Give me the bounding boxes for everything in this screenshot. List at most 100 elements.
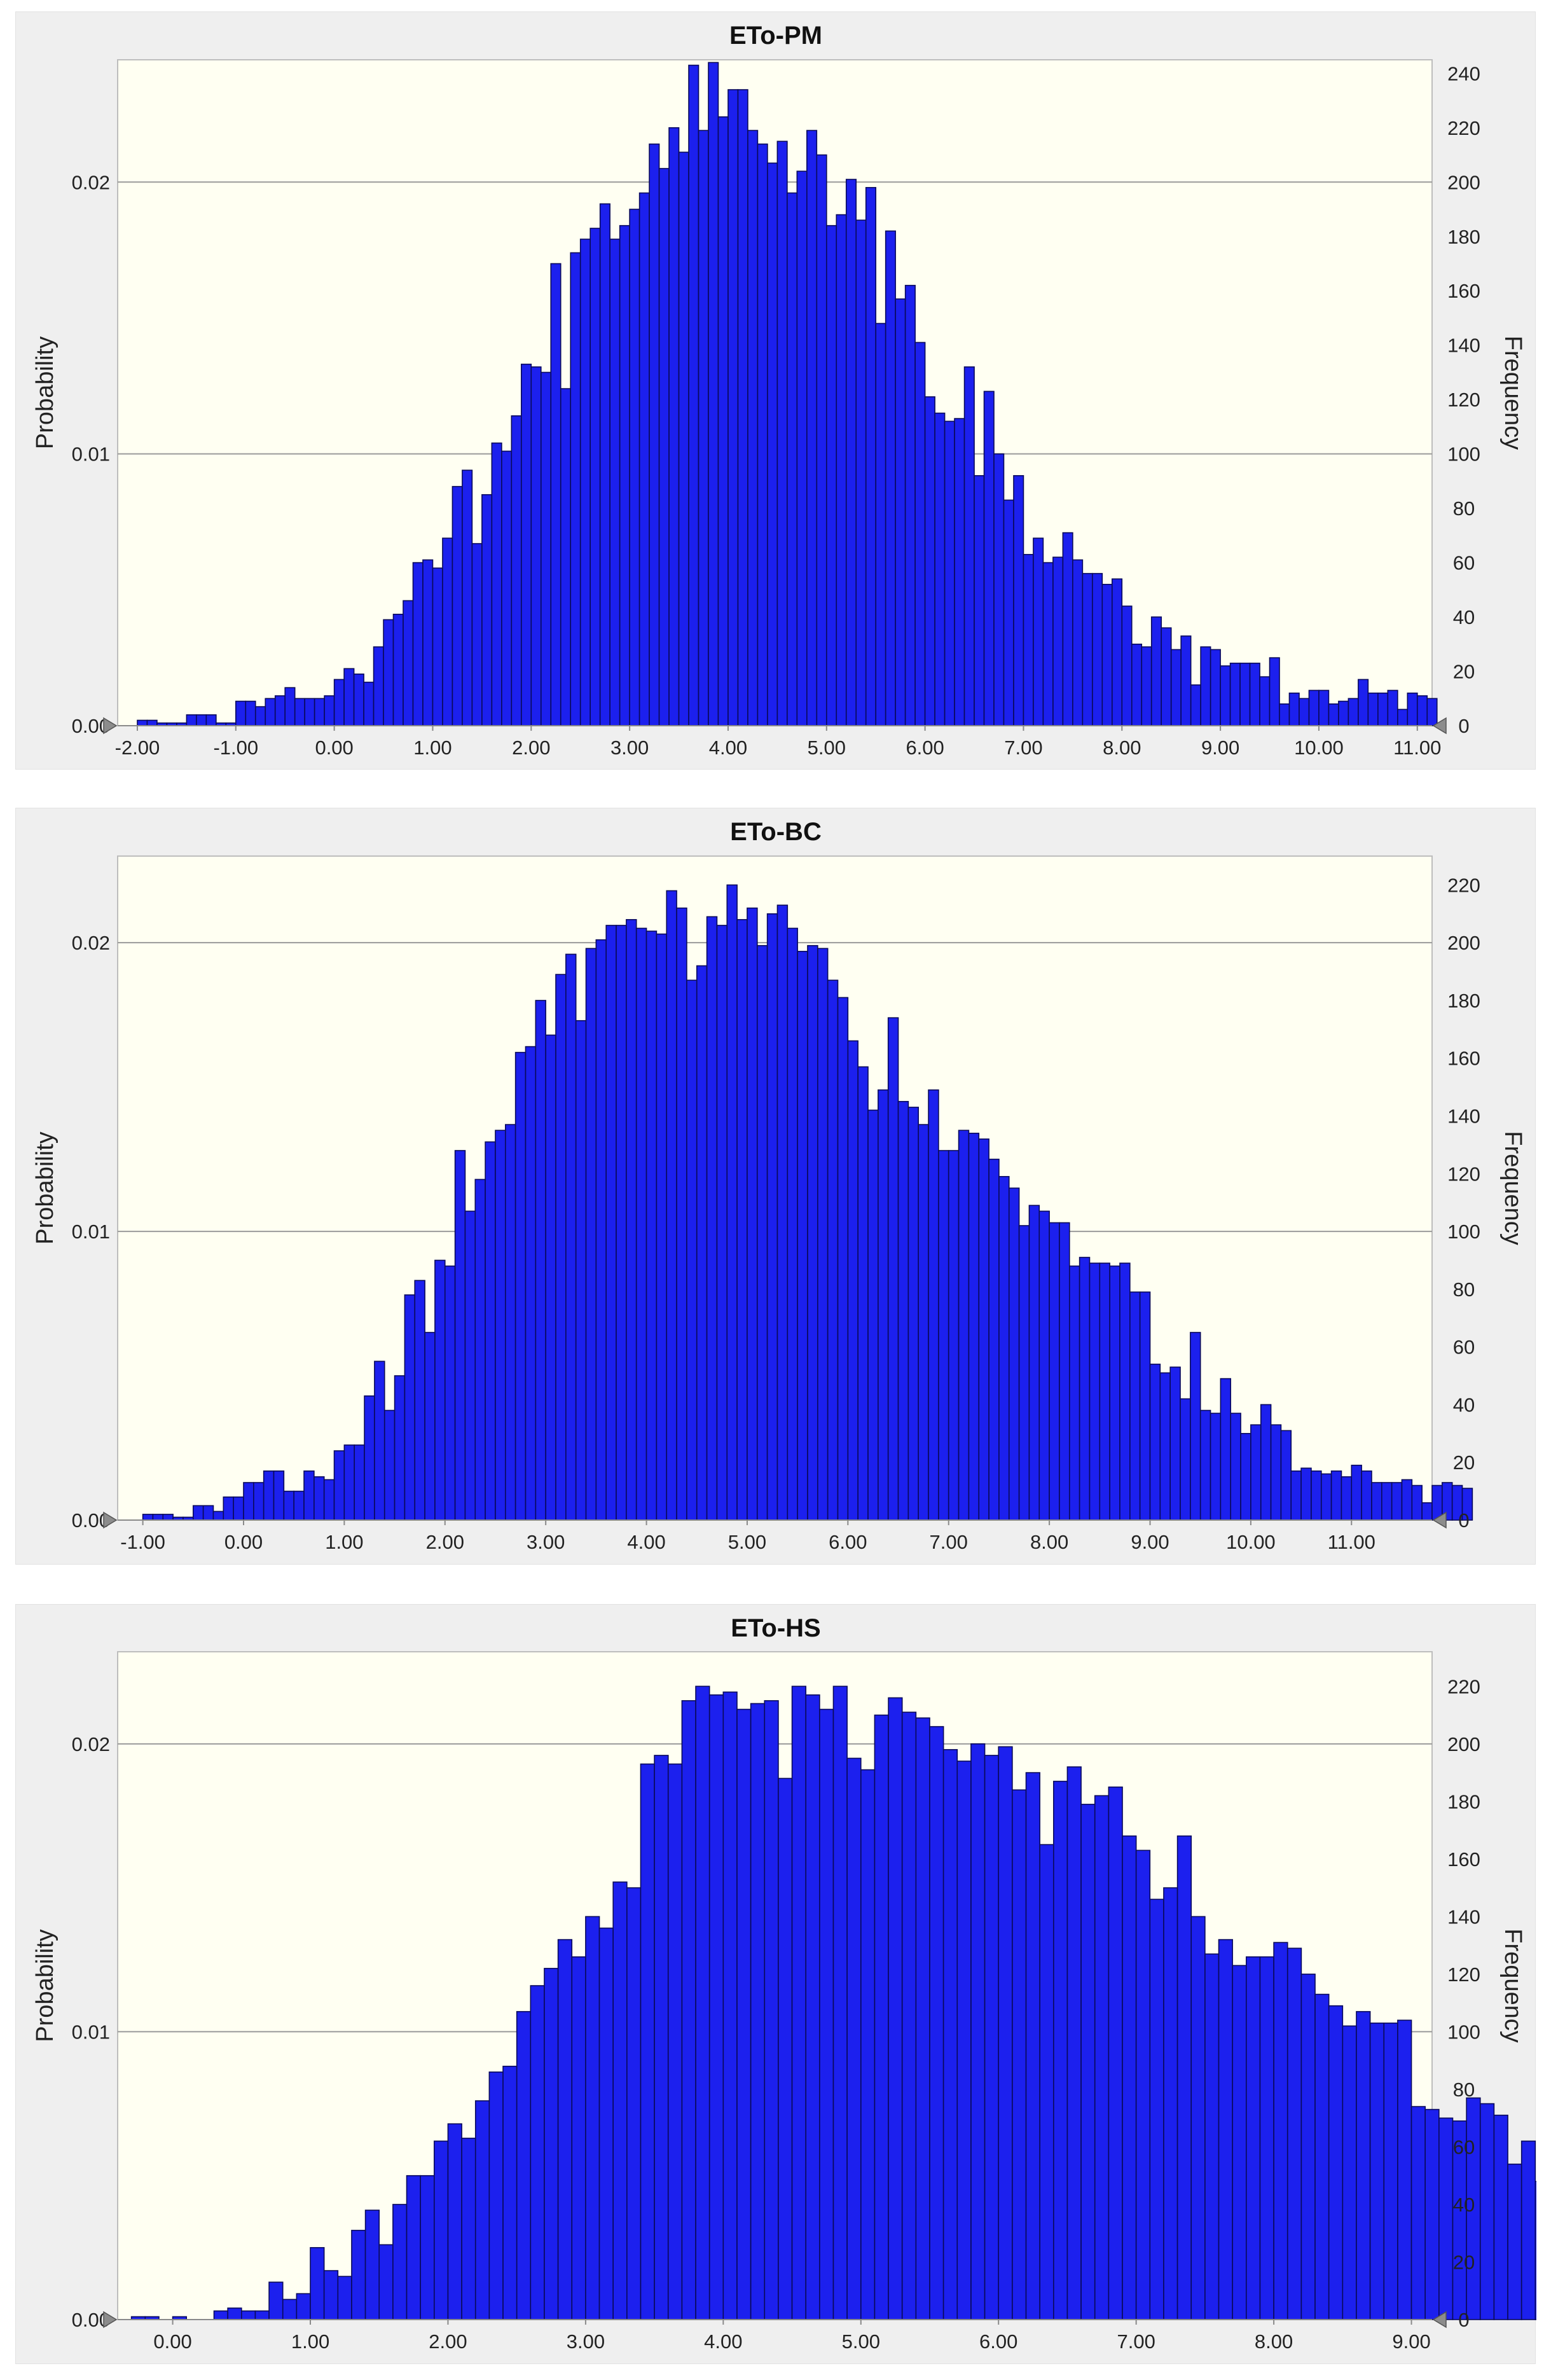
histogram-bar: [888, 1697, 903, 2320]
y-tick-labels: 0.000.010.02: [72, 171, 110, 737]
x-tick-label: 6.00: [979, 2330, 1017, 2353]
histogram-bar: [1416, 695, 1428, 726]
histogram-bar: [1072, 559, 1084, 726]
histogram-bar: [333, 1450, 345, 1521]
histogram-bar: [934, 412, 946, 726]
histogram-bar: [1052, 557, 1064, 726]
histogram-bar: [1246, 1956, 1261, 2320]
histogram-bar: [462, 469, 473, 726]
chart-title: ETo-BC: [730, 818, 822, 846]
x-tick-label: 11.00: [1393, 737, 1441, 759]
histogram-bar: [1411, 1484, 1423, 1521]
histogram-bar: [1079, 1257, 1091, 1521]
histogram-bar: [1239, 662, 1251, 726]
histogram-bar: [929, 1726, 944, 2320]
x-tick-label: 10.00: [1226, 1531, 1276, 1553]
histogram-bar: [726, 884, 738, 1521]
histogram-bar: [579, 239, 591, 726]
histogram-bar: [907, 1107, 920, 1521]
histogram-bar: [807, 944, 818, 1521]
right-range-handle[interactable]: [1432, 717, 1447, 735]
histogram-bar: [1479, 2103, 1495, 2320]
histogram-bar: [186, 714, 197, 726]
histogram-bar: [696, 965, 708, 1521]
histogram-bar: [383, 1409, 396, 1521]
histogram-bar: [787, 192, 798, 726]
histogram-bar: [1139, 1291, 1151, 1521]
histogram-bar: [1129, 1291, 1141, 1521]
histogram-bar: [1033, 537, 1044, 726]
x-tick-label: 3.00: [610, 737, 649, 759]
left-range-handle[interactable]: [103, 2311, 118, 2328]
y2-axis-title: Frequency: [1499, 1131, 1526, 1245]
histogram-bar: [505, 1124, 516, 1521]
histogram-bar: [412, 562, 424, 726]
histogram-bar: [544, 1968, 559, 2320]
histogram-bar: [227, 2307, 242, 2320]
x-tick-label: 6.00: [906, 737, 944, 759]
x-tick-label: 7.00: [930, 1531, 968, 1553]
histogram-bar: [516, 2010, 532, 2320]
histogram-bar: [1308, 689, 1320, 726]
right-range-handle[interactable]: [1432, 2311, 1447, 2328]
histogram-bar: [422, 559, 434, 726]
histogram-bar: [1190, 1916, 1206, 2320]
x-tick-label: -2.00: [115, 737, 160, 759]
histogram-bar: [764, 1700, 779, 2320]
chart-panel-eto-hs: ETo-HS 0.00 1.00 2.00 3.00 4.00 5.00 6.00 7.00 8.…: [15, 1604, 1536, 2364]
histogram-bar: [874, 1714, 889, 2320]
histogram-bar: [570, 252, 581, 726]
histogram-bar: [918, 1124, 929, 1521]
histogram-bar: [737, 89, 748, 726]
histogram-bar: [1520, 2140, 1536, 2320]
histogram-bar: [832, 1685, 848, 2320]
histogram-bar: [1299, 698, 1310, 726]
chart-title: ETo-HS: [731, 1614, 820, 1642]
histogram-bar: [827, 979, 839, 1521]
x-tick-label: 3.00: [567, 2330, 605, 2353]
y2-tick-label: 180: [1447, 226, 1480, 248]
histogram-bar: [235, 700, 247, 726]
histogram-bar: [1028, 1205, 1040, 1521]
x-tick-label: -1.00: [120, 1531, 165, 1553]
histogram-bar: [1273, 1942, 1288, 2320]
histogram-bar: [1534, 2180, 1536, 2320]
histogram-bar: [403, 600, 414, 726]
histogram-bar: [374, 1360, 385, 1521]
histogram-bar: [722, 1691, 738, 2320]
right-range-handle[interactable]: [1432, 1511, 1447, 1529]
histogram-bar: [616, 925, 627, 1521]
x-tick-label: 1.00: [413, 737, 452, 759]
histogram-bar: [1279, 703, 1290, 726]
histogram-bar: [686, 979, 698, 1521]
x-tick-label: 4.00: [704, 2330, 742, 2353]
histogram-bar: [461, 2138, 476, 2320]
y2-tick-label: 40: [1453, 1394, 1475, 1416]
histogram-bar: [846, 1757, 862, 2320]
y2-tick-label: 100: [1447, 2021, 1480, 2043]
histogram-bar: [530, 366, 542, 726]
y2-tick-label: 40: [1453, 606, 1475, 628]
histogram-bar: [1101, 583, 1113, 726]
left-range-handle[interactable]: [103, 1511, 118, 1529]
y2-axis-title: Frequency: [1499, 1928, 1526, 2043]
histogram-bar: [855, 219, 867, 726]
x-tick-label: 11.00: [1328, 1531, 1375, 1553]
histogram-bar: [599, 203, 610, 726]
histogram-bar: [1013, 475, 1024, 726]
y2-tick-label: 80: [1453, 1278, 1475, 1301]
y-axis-title: Probability: [32, 1929, 59, 2042]
x-tick-label: 1.00: [291, 2330, 329, 2353]
histogram-bar: [1094, 1795, 1110, 2320]
histogram-bar: [1320, 1473, 1332, 1521]
histogram-bar: [1330, 1470, 1342, 1521]
left-range-handle[interactable]: [103, 717, 118, 735]
histogram-bar: [1170, 649, 1182, 726]
histogram-bar: [598, 1927, 614, 2320]
histogram-bar: [485, 1141, 496, 1521]
histogram-bar: [265, 698, 276, 726]
histogram-bar: [706, 916, 718, 1521]
histogram-bar: [629, 209, 640, 726]
histogram-bar: [1260, 1404, 1272, 1521]
histogram-bar: [1039, 1844, 1054, 2320]
